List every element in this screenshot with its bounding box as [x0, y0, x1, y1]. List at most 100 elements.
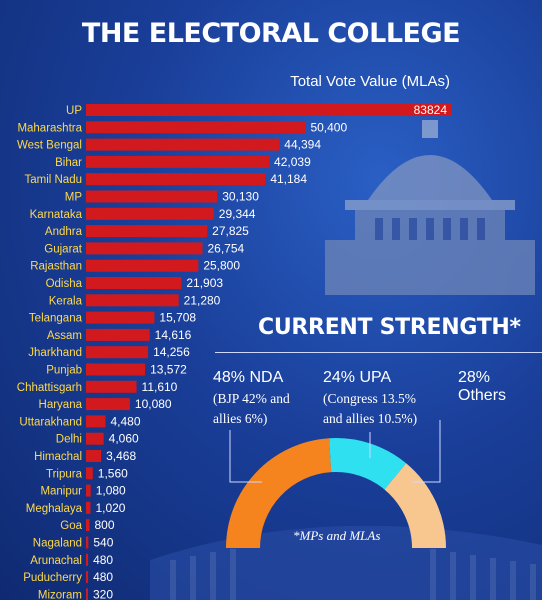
- category-label: Kerala: [49, 295, 83, 307]
- category-label: Manipur: [40, 486, 82, 498]
- bar-meghalaya: [86, 501, 91, 514]
- category-label: Odisha: [46, 278, 83, 290]
- bar-odisha: [86, 277, 182, 289]
- value-label: 4,060: [109, 432, 139, 446]
- bar-uttarakhand: [86, 415, 106, 428]
- category-label: Karnataka: [30, 209, 83, 221]
- value-label: 83824: [414, 103, 448, 117]
- category-label: Tripura: [46, 468, 83, 480]
- bar-manipur: [86, 484, 91, 497]
- bar-chhattisgarh: [86, 380, 137, 393]
- value-label: 30,130: [222, 190, 259, 204]
- gauge-segment-upa: [329, 438, 407, 490]
- value-label: 10,080: [135, 397, 172, 411]
- others-detail: Others: [458, 387, 507, 404]
- bar-gujarat: [86, 242, 203, 255]
- value-label: 29,344: [219, 207, 256, 221]
- value-label: 800: [94, 518, 114, 532]
- bar-up: [86, 104, 451, 116]
- bar-delhi: [86, 432, 104, 445]
- category-label: Meghalaya: [26, 503, 83, 515]
- upa-detail-line2: and allies 10.5%): [323, 411, 418, 426]
- bar-rajasthan: [86, 259, 199, 272]
- category-label: Himachal: [34, 451, 82, 463]
- value-label: 480: [93, 553, 113, 567]
- nda-group: 48% NDA (BJP 42% and allies 6%): [213, 369, 290, 427]
- upa-detail-line1: (Congress 13.5%: [323, 391, 416, 406]
- category-label: UP: [66, 105, 82, 117]
- nda-detail-line1: (BJP 42% and: [213, 391, 290, 406]
- value-label: 26,754: [207, 241, 244, 255]
- bar-mizoram: [86, 588, 88, 600]
- value-label: 1,080: [96, 484, 126, 498]
- nda-detail-line2: allies 6%): [213, 411, 268, 426]
- bar-tripura: [86, 467, 93, 480]
- value-label: 11,610: [142, 380, 178, 394]
- category-label: Tamil Nadu: [24, 174, 82, 186]
- bar-telangana: [86, 311, 155, 324]
- current-strength-title: CURRENT STRENGTH*: [258, 315, 521, 340]
- value-label: 21,280: [184, 293, 221, 307]
- footnote: *MPs and MLAs: [293, 528, 381, 543]
- category-label: Goa: [60, 520, 82, 532]
- nda-leader-line: [229, 430, 262, 483]
- others-leader-line: [412, 420, 441, 483]
- category-label: Delhi: [56, 434, 82, 446]
- category-label: Haryana: [39, 399, 83, 411]
- value-label: 25,800: [203, 259, 240, 273]
- bar-nagaland: [86, 536, 89, 549]
- section-divider: [215, 352, 542, 353]
- bar-assam: [86, 328, 150, 341]
- bar-maharashtra: [86, 121, 306, 134]
- value-label: 14,256: [153, 345, 190, 359]
- category-label: Jharkhand: [28, 347, 82, 359]
- value-label: 1,020: [95, 501, 125, 515]
- dome-building-icon: [325, 120, 535, 295]
- bar-himachal: [86, 450, 102, 462]
- value-label: 320: [93, 587, 113, 600]
- category-label: Maharashtra: [17, 122, 82, 134]
- category-label: Mizoram: [38, 589, 82, 600]
- value-label: 13,572: [150, 363, 187, 377]
- category-label: Chhattisgarh: [17, 382, 82, 394]
- category-label: West Bengal: [17, 140, 82, 152]
- bar-mp: [86, 190, 218, 203]
- category-label: Telangana: [29, 313, 83, 325]
- bar-west-bengal: [86, 138, 280, 151]
- category-label: Gujarat: [44, 243, 83, 255]
- others-label: 28%: [458, 369, 491, 386]
- value-label: 3,468: [106, 449, 136, 463]
- category-label: Bihar: [55, 157, 82, 169]
- value-label: 41,184: [270, 172, 307, 186]
- upa-label: 24% UPA: [323, 369, 392, 386]
- bar-arunachal: [86, 553, 89, 566]
- category-label: MP: [65, 192, 83, 204]
- bar-haryana: [86, 398, 130, 411]
- value-label: 540: [93, 536, 113, 550]
- value-label: 1,560: [98, 466, 128, 480]
- category-label: Punjab: [46, 365, 82, 377]
- series-label: Total Vote Value (MLAs): [290, 73, 450, 90]
- value-label: 480: [93, 570, 113, 584]
- value-label: 15,708: [159, 311, 196, 325]
- chart-title: THE ELECTORAL COLLEGE: [81, 18, 461, 49]
- value-label: 4,480: [111, 414, 141, 428]
- bar-tamil-nadu: [86, 173, 266, 186]
- bar-bihar: [86, 155, 270, 168]
- gauge-segment-nda: [226, 438, 332, 548]
- others-group: 28% Others: [458, 369, 506, 405]
- category-label: Arunachal: [30, 555, 82, 567]
- value-label: 44,394: [284, 138, 321, 152]
- category-label: Uttarakhand: [19, 416, 82, 428]
- category-label: Assam: [47, 330, 82, 342]
- bar-kerala: [86, 294, 179, 307]
- value-label: 21,903: [186, 276, 223, 290]
- bar-jharkhand: [86, 346, 149, 359]
- value-label: 50,400: [310, 120, 347, 134]
- value-label: 27,825: [212, 224, 249, 238]
- bar-punjab: [86, 363, 146, 376]
- value-label: 42,039: [274, 155, 311, 169]
